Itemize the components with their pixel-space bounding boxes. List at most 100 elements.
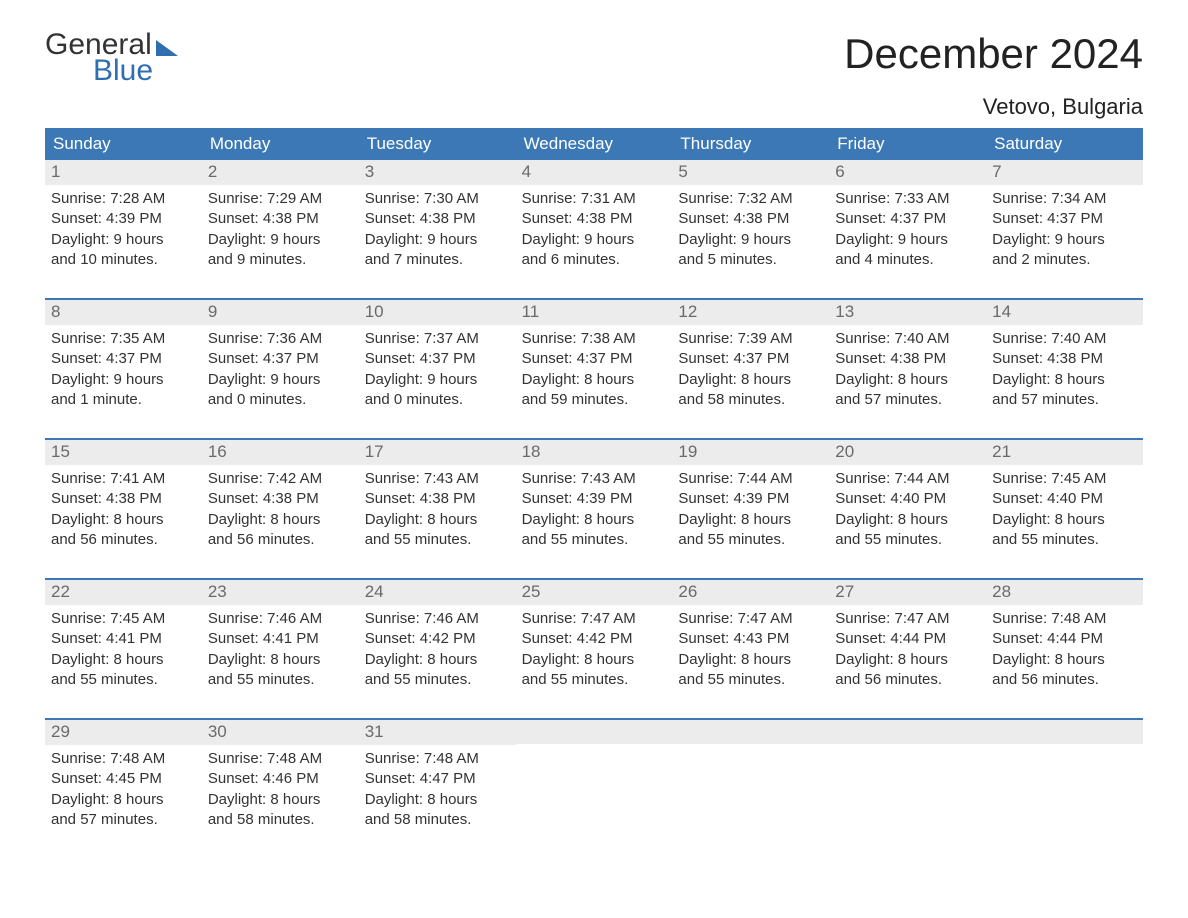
info-line: Sunrise: 7:48 AM [365,749,510,769]
info-line: Daylight: 8 hours [678,650,823,670]
day-info: Sunrise: 7:45 AMSunset: 4:40 PMDaylight:… [986,465,1143,550]
day-cell: 20Sunrise: 7:44 AMSunset: 4:40 PMDayligh… [829,440,986,560]
day-number: 21 [986,440,1143,465]
day-cell [516,720,673,840]
day-cell: 28Sunrise: 7:48 AMSunset: 4:44 PMDayligh… [986,580,1143,700]
day-info: Sunrise: 7:46 AMSunset: 4:41 PMDaylight:… [202,605,359,690]
day-number: 10 [359,300,516,325]
info-line: Sunrise: 7:46 AM [208,609,353,629]
info-line: Sunrise: 7:45 AM [51,609,196,629]
weekday-cell: Friday [829,128,986,160]
logo: General Blue [45,30,178,86]
day-info: Sunrise: 7:40 AMSunset: 4:38 PMDaylight:… [829,325,986,410]
day-cell: 11Sunrise: 7:38 AMSunset: 4:37 PMDayligh… [516,300,673,420]
day-number: 20 [829,440,986,465]
info-line: Daylight: 8 hours [51,790,196,810]
info-line: Sunrise: 7:47 AM [678,609,823,629]
empty-day [516,720,673,744]
day-info: Sunrise: 7:43 AMSunset: 4:39 PMDaylight:… [516,465,673,550]
info-line: and 5 minutes. [678,250,823,270]
day-number: 5 [672,160,829,185]
info-line: and 55 minutes. [208,670,353,690]
day-cell [986,720,1143,840]
info-line: Sunset: 4:40 PM [992,489,1137,509]
info-line: and 55 minutes. [365,530,510,550]
info-line: and 55 minutes. [51,670,196,690]
day-cell: 16Sunrise: 7:42 AMSunset: 4:38 PMDayligh… [202,440,359,560]
info-line: and 58 minutes. [208,810,353,830]
info-line: Sunset: 4:40 PM [835,489,980,509]
info-line: and 59 minutes. [522,390,667,410]
info-line: Sunset: 4:38 PM [678,209,823,229]
info-line: and 57 minutes. [51,810,196,830]
day-cell: 3Sunrise: 7:30 AMSunset: 4:38 PMDaylight… [359,160,516,280]
info-line: Sunrise: 7:48 AM [992,609,1137,629]
info-line: Daylight: 8 hours [992,650,1137,670]
day-info: Sunrise: 7:44 AMSunset: 4:39 PMDaylight:… [672,465,829,550]
day-info: Sunrise: 7:41 AMSunset: 4:38 PMDaylight:… [45,465,202,550]
day-info: Sunrise: 7:48 AMSunset: 4:47 PMDaylight:… [359,745,516,830]
day-number: 19 [672,440,829,465]
info-line: Daylight: 8 hours [208,510,353,530]
info-line: Sunset: 4:38 PM [51,489,196,509]
info-line: Daylight: 8 hours [678,370,823,390]
info-line: Sunset: 4:39 PM [522,489,667,509]
info-line: Daylight: 8 hours [51,510,196,530]
day-number: 28 [986,580,1143,605]
info-line: Sunset: 4:38 PM [365,489,510,509]
day-info: Sunrise: 7:47 AMSunset: 4:43 PMDaylight:… [672,605,829,690]
info-line: Sunset: 4:37 PM [678,349,823,369]
weekday-cell: Wednesday [516,128,673,160]
info-line: Sunrise: 7:48 AM [208,749,353,769]
info-line: Daylight: 8 hours [208,650,353,670]
weekday-cell: Sunday [45,128,202,160]
info-line: Daylight: 8 hours [992,510,1137,530]
day-cell: 9Sunrise: 7:36 AMSunset: 4:37 PMDaylight… [202,300,359,420]
info-line: Daylight: 8 hours [522,370,667,390]
info-line: Sunset: 4:38 PM [208,489,353,509]
info-line: Daylight: 9 hours [992,230,1137,250]
week-row: 22Sunrise: 7:45 AMSunset: 4:41 PMDayligh… [45,578,1143,700]
info-line: Sunset: 4:38 PM [522,209,667,229]
info-line: Daylight: 8 hours [522,510,667,530]
logo-triangle-icon [156,40,178,56]
info-line: Daylight: 8 hours [365,510,510,530]
day-cell: 5Sunrise: 7:32 AMSunset: 4:38 PMDaylight… [672,160,829,280]
day-number: 4 [516,160,673,185]
info-line: Daylight: 8 hours [208,790,353,810]
info-line: Sunrise: 7:42 AM [208,469,353,489]
weekday-cell: Tuesday [359,128,516,160]
info-line: Sunrise: 7:39 AM [678,329,823,349]
info-line: and 56 minutes. [835,670,980,690]
info-line: Sunset: 4:39 PM [678,489,823,509]
logo-word2: Blue [93,56,153,86]
info-line: and 56 minutes. [992,670,1137,690]
day-number: 11 [516,300,673,325]
info-line: Sunrise: 7:46 AM [365,609,510,629]
info-line: and 55 minutes. [365,670,510,690]
info-line: Sunrise: 7:33 AM [835,189,980,209]
day-cell: 22Sunrise: 7:45 AMSunset: 4:41 PMDayligh… [45,580,202,700]
info-line: Sunrise: 7:45 AM [992,469,1137,489]
info-line: Daylight: 8 hours [51,650,196,670]
day-info: Sunrise: 7:31 AMSunset: 4:38 PMDaylight:… [516,185,673,270]
day-info: Sunrise: 7:35 AMSunset: 4:37 PMDaylight:… [45,325,202,410]
day-number: 9 [202,300,359,325]
info-line: and 55 minutes. [522,530,667,550]
day-info: Sunrise: 7:48 AMSunset: 4:44 PMDaylight:… [986,605,1143,690]
info-line: Sunset: 4:44 PM [992,629,1137,649]
info-line: and 10 minutes. [51,250,196,270]
weekday-header-row: SundayMondayTuesdayWednesdayThursdayFrid… [45,128,1143,160]
day-cell: 14Sunrise: 7:40 AMSunset: 4:38 PMDayligh… [986,300,1143,420]
info-line: and 7 minutes. [365,250,510,270]
week-row: 29Sunrise: 7:48 AMSunset: 4:45 PMDayligh… [45,718,1143,840]
day-cell: 31Sunrise: 7:48 AMSunset: 4:47 PMDayligh… [359,720,516,840]
day-info: Sunrise: 7:47 AMSunset: 4:44 PMDaylight:… [829,605,986,690]
day-cell: 17Sunrise: 7:43 AMSunset: 4:38 PMDayligh… [359,440,516,560]
calendar: SundayMondayTuesdayWednesdayThursdayFrid… [45,128,1143,840]
day-info: Sunrise: 7:47 AMSunset: 4:42 PMDaylight:… [516,605,673,690]
info-line: Sunrise: 7:44 AM [835,469,980,489]
day-cell: 30Sunrise: 7:48 AMSunset: 4:46 PMDayligh… [202,720,359,840]
info-line: Sunrise: 7:48 AM [51,749,196,769]
info-line: Sunrise: 7:44 AM [678,469,823,489]
